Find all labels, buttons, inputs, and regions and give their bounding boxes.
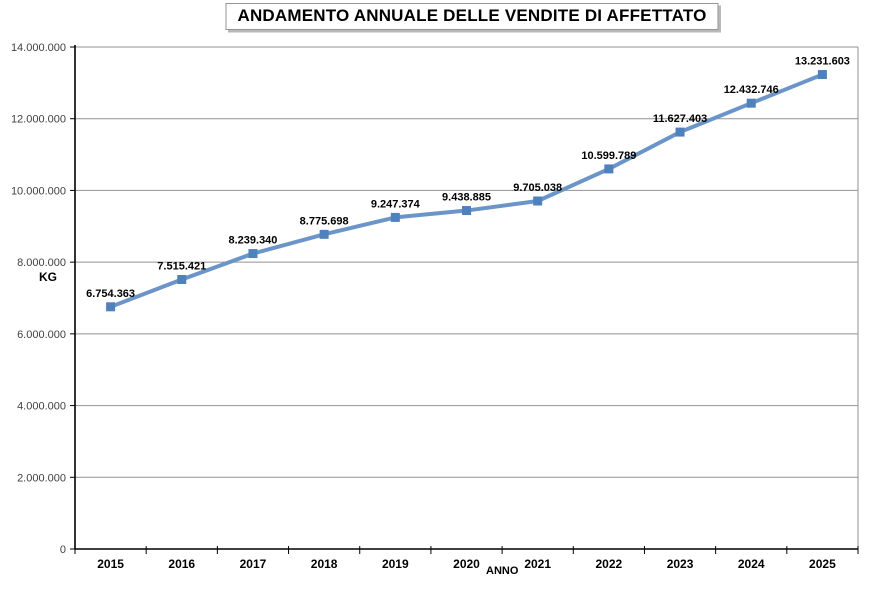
y-tick-label: 8.000.000 — [17, 257, 66, 269]
chart-title: ANDAMENTO ANNUALE DELLE VENDITE DI AFFET… — [225, 3, 719, 30]
data-point-label: 9.705.038 — [513, 182, 562, 194]
data-point-label: 6.754.363 — [86, 288, 135, 300]
y-tick-label: 4.000.000 — [17, 401, 66, 413]
data-point-label: 13.231.603 — [795, 56, 850, 68]
data-point-label: 7.515.421 — [157, 261, 206, 273]
data-point-marker — [533, 196, 543, 206]
data-point-marker — [462, 206, 471, 216]
x-axis-title: ANNO — [486, 565, 519, 577]
x-tick-label: 2024 — [738, 557, 765, 571]
x-tick-label: 2022 — [596, 557, 623, 571]
data-point-label: 9.438.885 — [442, 192, 491, 204]
data-point-label: 8.775.698 — [300, 215, 349, 227]
data-point-marker — [177, 275, 187, 285]
y-tick-label: 14.000.000 — [11, 42, 66, 54]
x-tick-label: 2020 — [453, 557, 480, 571]
data-point-label: 12.432.746 — [724, 84, 779, 96]
y-tick-label: 0 — [60, 544, 66, 556]
x-tick-label: 2021 — [524, 557, 551, 571]
data-point-marker — [390, 212, 400, 222]
y-tick-label: 2.000.000 — [17, 472, 66, 484]
data-point-marker — [675, 127, 685, 137]
data-point-marker — [248, 249, 258, 259]
data-point-marker — [604, 164, 614, 174]
x-tick-label: 2015 — [97, 557, 124, 571]
x-tick-label: 2018 — [311, 557, 338, 571]
data-point-label: 11.627.403 — [653, 113, 707, 125]
x-tick-label: 2025 — [809, 557, 836, 571]
chart-title-text: ANDAMENTO ANNUALE DELLE VENDITE DI AFFET… — [237, 6, 707, 25]
x-tick-label: 2019 — [382, 557, 409, 571]
x-tick-label: 2017 — [240, 557, 267, 571]
data-point-label: 9.247.374 — [371, 198, 421, 210]
data-point-label: 8.239.340 — [228, 235, 277, 247]
y-tick-label: 12.000.000 — [11, 114, 66, 126]
y-tick-label: 10.000.000 — [11, 185, 66, 197]
data-point-marker — [106, 302, 116, 312]
y-axis-title: KG — [39, 270, 57, 284]
data-point-marker — [817, 70, 827, 80]
y-tick-label: 6.000.000 — [17, 329, 66, 341]
x-tick-label: 2016 — [168, 557, 195, 571]
data-point-label: 10.599.789 — [581, 150, 636, 162]
data-point-marker — [319, 229, 329, 239]
data-point-marker — [746, 98, 756, 108]
x-tick-label: 2023 — [667, 557, 694, 571]
